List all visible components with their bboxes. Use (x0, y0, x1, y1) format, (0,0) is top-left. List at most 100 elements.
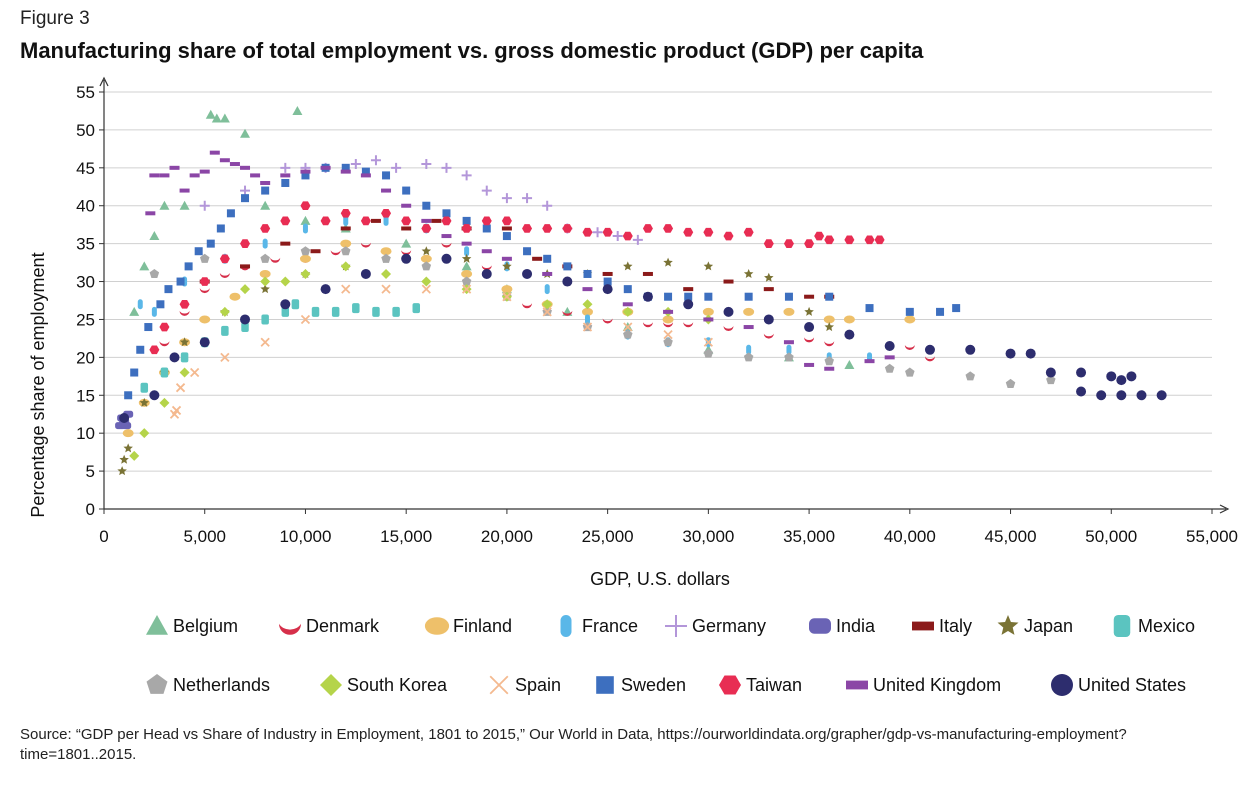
data-point (441, 162, 452, 173)
data-point (370, 218, 381, 223)
data-point (382, 171, 391, 180)
data-point (391, 162, 402, 173)
data-point (381, 188, 392, 193)
data-point (360, 268, 371, 279)
legend-marker (846, 680, 868, 690)
data-point (360, 242, 371, 248)
data-point (924, 356, 935, 362)
data-point (129, 306, 140, 316)
data-point (703, 261, 714, 271)
data-point (383, 215, 389, 226)
data-point (340, 239, 352, 248)
data-point (260, 224, 271, 233)
data-point (501, 216, 512, 226)
data-point (502, 261, 512, 271)
legend-marker (279, 623, 301, 635)
data-point (123, 443, 133, 453)
data-point (139, 397, 150, 407)
x-tick-label: 40,000 (884, 527, 936, 546)
data-point (441, 216, 452, 226)
data-point (542, 299, 553, 310)
data-point (824, 341, 835, 347)
data-point (441, 242, 452, 248)
data-point (341, 284, 351, 294)
data-point (664, 292, 673, 301)
data-point (824, 356, 834, 366)
series-taiwan (149, 201, 885, 355)
data-point (1106, 371, 1117, 382)
data-point (124, 391, 133, 400)
data-point (884, 340, 895, 351)
data-point (804, 306, 814, 316)
data-point (602, 318, 613, 324)
data-point (592, 227, 603, 238)
legend-label: Italy (939, 616, 972, 636)
legend-label: Taiwan (746, 675, 802, 695)
data-point (704, 292, 713, 301)
y-tick-label: 30 (76, 273, 95, 292)
data-point (1116, 390, 1127, 401)
legend-marker (560, 615, 572, 637)
data-point (612, 231, 623, 242)
data-point (129, 450, 140, 461)
data-point (184, 262, 193, 271)
data-point (392, 306, 400, 317)
data-point (743, 227, 754, 237)
data-point (865, 304, 874, 313)
data-point (623, 285, 632, 294)
data-point (381, 208, 392, 218)
data-point (683, 322, 694, 328)
data-point (401, 250, 412, 256)
data-point (260, 337, 270, 347)
legend-marker (1051, 674, 1073, 696)
x-tick-label: 0 (99, 527, 108, 546)
data-point (884, 363, 895, 373)
data-point (280, 216, 291, 226)
data-point (744, 292, 753, 301)
data-point (219, 272, 230, 278)
data-point (149, 268, 160, 279)
data-point (1005, 348, 1016, 359)
data-point (501, 226, 512, 231)
legend-label: India (836, 616, 876, 636)
data-point (663, 224, 674, 233)
data-point (149, 173, 160, 178)
legend-marker (1113, 615, 1131, 637)
legend-item-denmark: Denmark (279, 616, 380, 636)
data-point (461, 269, 473, 278)
data-point (250, 173, 261, 178)
data-point (602, 284, 613, 295)
y-tick-label: 45 (76, 159, 95, 178)
data-point (1096, 390, 1107, 401)
y-tick-label: 5 (86, 462, 95, 481)
axes: 0 5 10 15 20 25 30 35 40 45 50 55 0 5,000 10,000 15,000… (76, 76, 1238, 546)
series-spain (169, 284, 714, 419)
data-point (864, 359, 875, 364)
data-point (786, 344, 792, 355)
data-points (115, 105, 1167, 476)
data-point (421, 284, 431, 294)
series-united-states (119, 253, 1167, 424)
data-point (381, 284, 391, 294)
data-point (340, 169, 351, 174)
data-point (481, 265, 492, 271)
legend-item-united-states: United States (1051, 674, 1186, 696)
data-point (226, 209, 235, 218)
data-point (542, 271, 553, 276)
data-point (582, 227, 593, 237)
data-point (240, 165, 251, 170)
data-point (763, 287, 774, 292)
series-italy (199, 218, 835, 299)
data-point (302, 223, 308, 234)
y-tick-label: 10 (76, 424, 95, 443)
data-point (642, 224, 653, 233)
data-point (219, 158, 230, 163)
data-point (502, 292, 512, 302)
legend-label: Germany (692, 616, 766, 636)
data-point (763, 239, 774, 248)
data-point (360, 216, 371, 226)
data-point (905, 367, 915, 377)
data-point (199, 315, 211, 324)
data-point (261, 186, 270, 195)
data-point (179, 188, 190, 193)
